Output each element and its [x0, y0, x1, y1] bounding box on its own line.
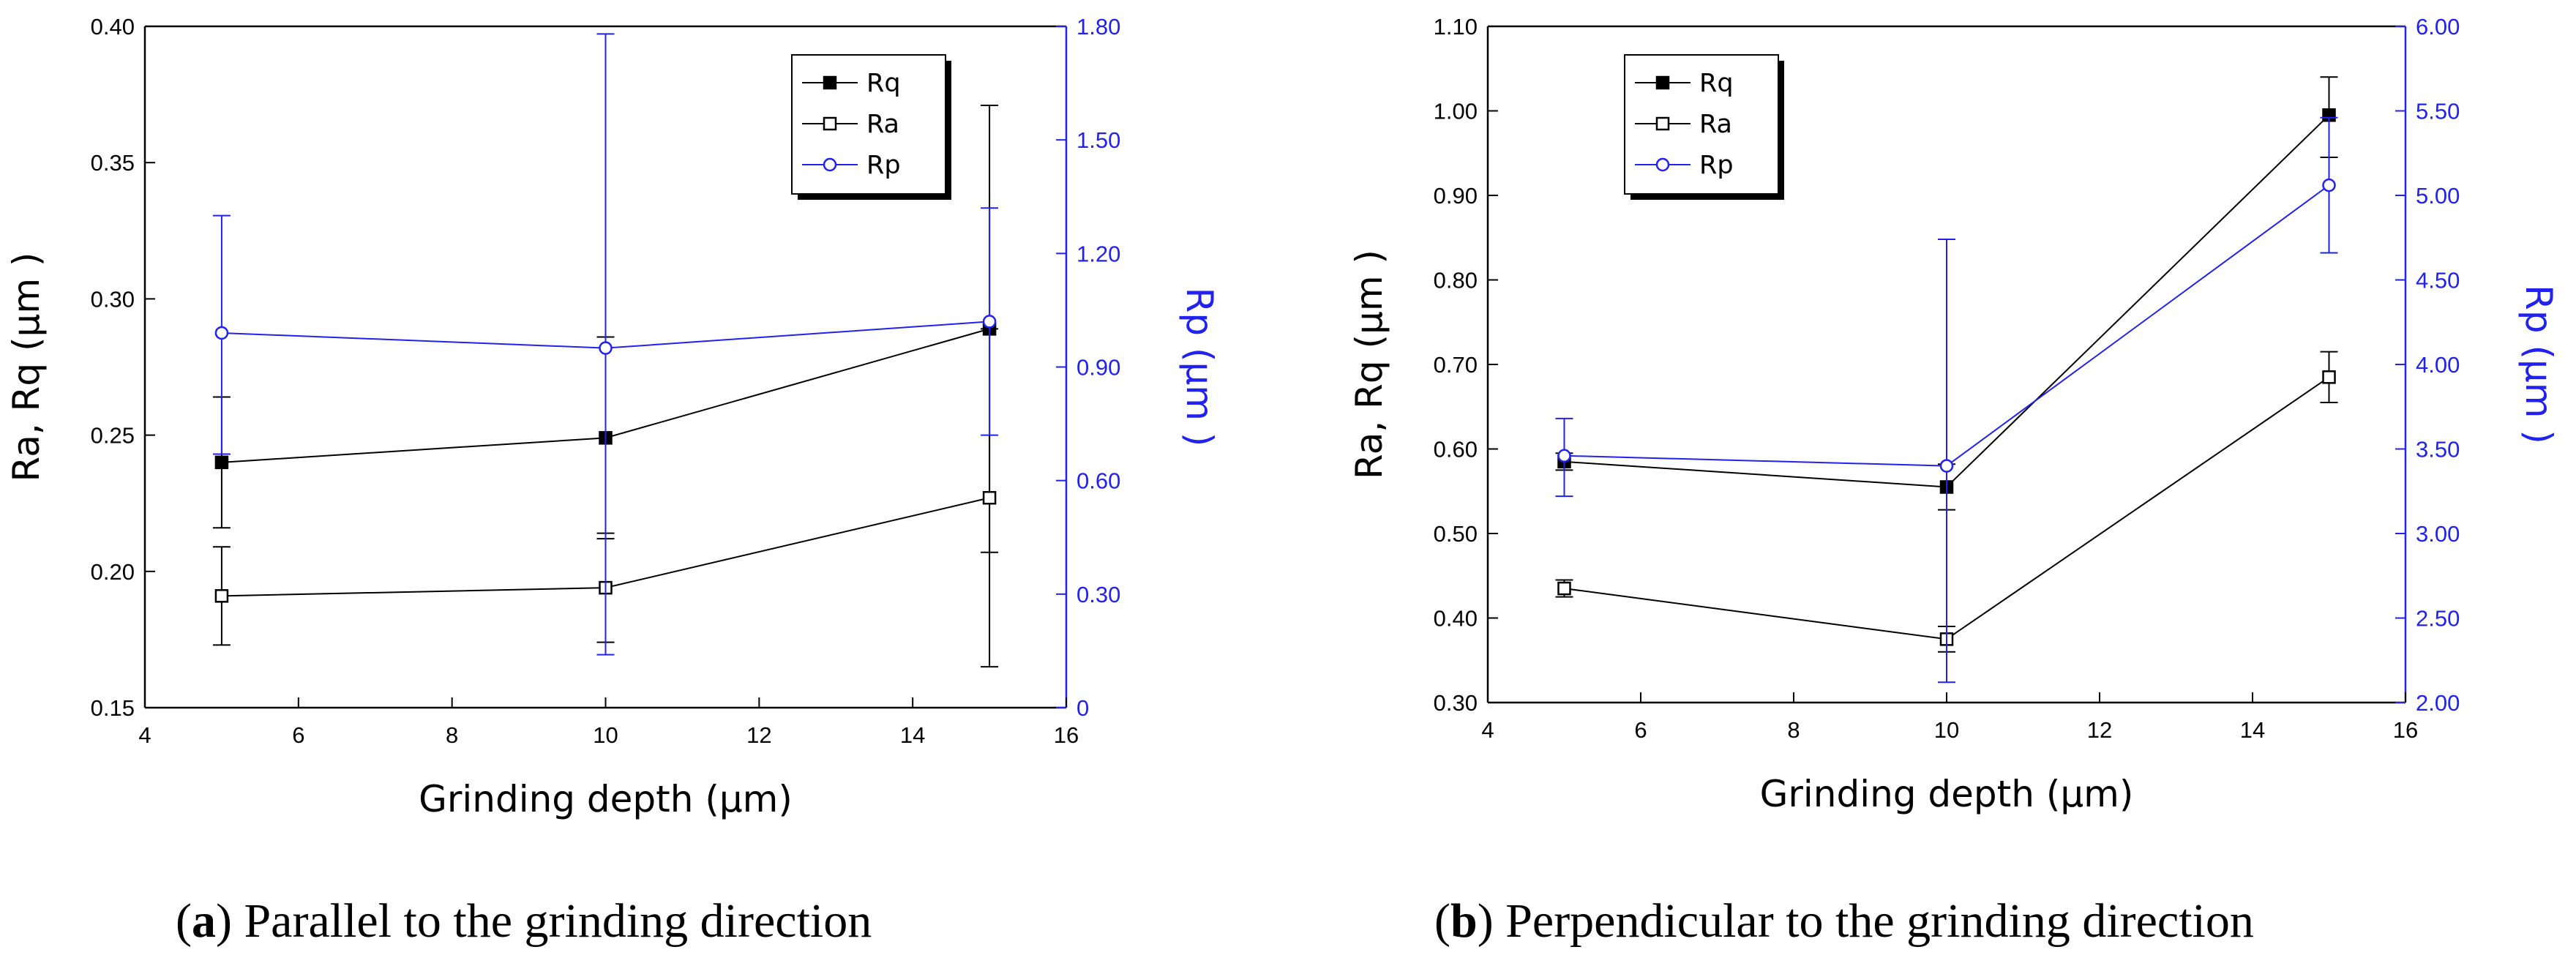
x-tick-label: 16	[1054, 722, 1079, 748]
y-tick-label: 0.20	[91, 559, 135, 585]
data-point-rq	[214, 455, 229, 470]
data-point-ra	[214, 589, 229, 603]
y-tick-label: 0.35	[91, 150, 135, 176]
x-axis-label: Grinding depth (µm)	[419, 778, 793, 820]
panel-a: 4 6 8 10 12 14 16 0.15 0.20 0.25 0.30 0.35 0.40 0 0.30…	[5, 14, 1221, 948]
y-right-tick-label: 0.90	[1077, 355, 1120, 381]
y-right-tick-label: 4.50	[2416, 268, 2460, 293]
y-right-tick-label: 1.50	[1077, 127, 1120, 153]
legend-marker-rp	[823, 157, 837, 172]
y-tick-label: 0.60	[1434, 437, 1478, 463]
y-right-tick-label: 0.60	[1077, 468, 1120, 494]
x-tick-label: 10	[1934, 717, 1959, 743]
y-right-tick-label: 1.20	[1077, 241, 1120, 266]
y-tick-label: 0.40	[91, 14, 135, 40]
x-tick-label: 4	[138, 722, 151, 748]
y-right-tick-label: 5.00	[2416, 183, 2460, 209]
panel-b: 4 6 8 10 12 14 16 0.30 0.40 0.50 0.60 0.70 0.80 0.90 1…	[1348, 14, 2560, 948]
x-tick-label: 6	[292, 722, 304, 748]
x-tick-label: 14	[900, 722, 925, 748]
y-right-tick-label: 1.80	[1077, 14, 1120, 40]
legend-marker-rp	[1655, 157, 1670, 172]
caption-text: Parallel to the grinding direction	[244, 894, 872, 948]
y-right-axis-label: Rp (µm )	[2517, 285, 2560, 444]
figure-caption: (b) Perpendicular to the grinding direct…	[1434, 894, 2254, 948]
data-point-rp	[214, 326, 229, 340]
data-point-ra	[982, 491, 997, 505]
data-point-rp	[1939, 459, 1954, 473]
data-point-rp	[982, 315, 997, 329]
y-tick-label: 1.00	[1434, 99, 1478, 124]
legend-marker-rq	[1655, 75, 1670, 90]
data-point-rp	[2322, 178, 2336, 192]
legend-label-rp: Rp	[866, 151, 901, 180]
y-right-tick-label: 3.50	[2416, 437, 2460, 463]
y-right-tick-label: 5.50	[2416, 99, 2460, 124]
caption-letter: b	[1450, 894, 1478, 948]
legend-label-rq: Rq	[866, 69, 901, 98]
legend-label-ra: Ra	[866, 110, 899, 139]
figure-caption: (a) Parallel to the grinding direction	[176, 894, 872, 948]
data-point-ra	[2322, 370, 2336, 384]
y-tick-label: 0.80	[1434, 268, 1478, 293]
y-tick-label: 0.40	[1434, 606, 1478, 632]
x-tick-label: 14	[2240, 717, 2265, 743]
x-tick-label: 12	[2087, 717, 2112, 743]
y-right-tick-label: 2.50	[2416, 606, 2460, 632]
data-point-rp	[599, 341, 613, 355]
legend-marker-ra	[823, 116, 837, 131]
y-right-tick-label: 2.00	[2416, 690, 2460, 716]
y-axis-label: Ra, Rq (µm )	[1348, 250, 1390, 479]
legend-marker-rq	[823, 75, 837, 90]
legend-label-rp: Rp	[1699, 151, 1734, 180]
y-right-tick-label: 6.00	[2416, 14, 2460, 40]
data-point-ra	[1557, 581, 1571, 596]
y-right-tick-label: 4.00	[2416, 352, 2460, 378]
x-tick-label: 8	[446, 722, 458, 748]
legend-marker-ra	[1655, 116, 1670, 131]
caption-letter: a	[192, 894, 216, 948]
y-tick-label: 0.25	[91, 423, 135, 449]
y-tick-label: 1.10	[1434, 14, 1478, 40]
y-right-tick-label: 0.30	[1077, 582, 1120, 607]
y-tick-label: 0.15	[91, 695, 135, 721]
y-right-tick-label: 0	[1077, 695, 1089, 721]
x-tick-label: 4	[1481, 717, 1494, 743]
y-right-axis-label: Rp (µm )	[1178, 288, 1221, 447]
y-right-tick-label: 3.00	[2416, 521, 2460, 547]
y-axis-label: Ra, Rq (µm )	[5, 252, 48, 482]
y-tick-label: 0.70	[1434, 352, 1478, 378]
x-axis-label: Grinding depth (µm)	[1760, 773, 2134, 815]
y-tick-label: 0.90	[1434, 183, 1478, 209]
x-tick-label: 12	[746, 722, 771, 748]
x-tick-label: 16	[2393, 717, 2418, 743]
y-tick-label: 0.30	[91, 286, 135, 312]
data-point-rp	[1557, 449, 1571, 463]
caption-text: Perpendicular to the grinding direction	[1505, 894, 2254, 948]
legend-label-rq: Rq	[1699, 69, 1734, 98]
x-tick-label: 6	[1634, 717, 1647, 743]
y-tick-label: 0.30	[1434, 690, 1478, 716]
x-tick-label: 8	[1787, 717, 1800, 743]
legend-label-ra: Ra	[1699, 110, 1732, 139]
y-tick-label: 0.50	[1434, 521, 1478, 547]
x-tick-label: 10	[593, 722, 618, 748]
